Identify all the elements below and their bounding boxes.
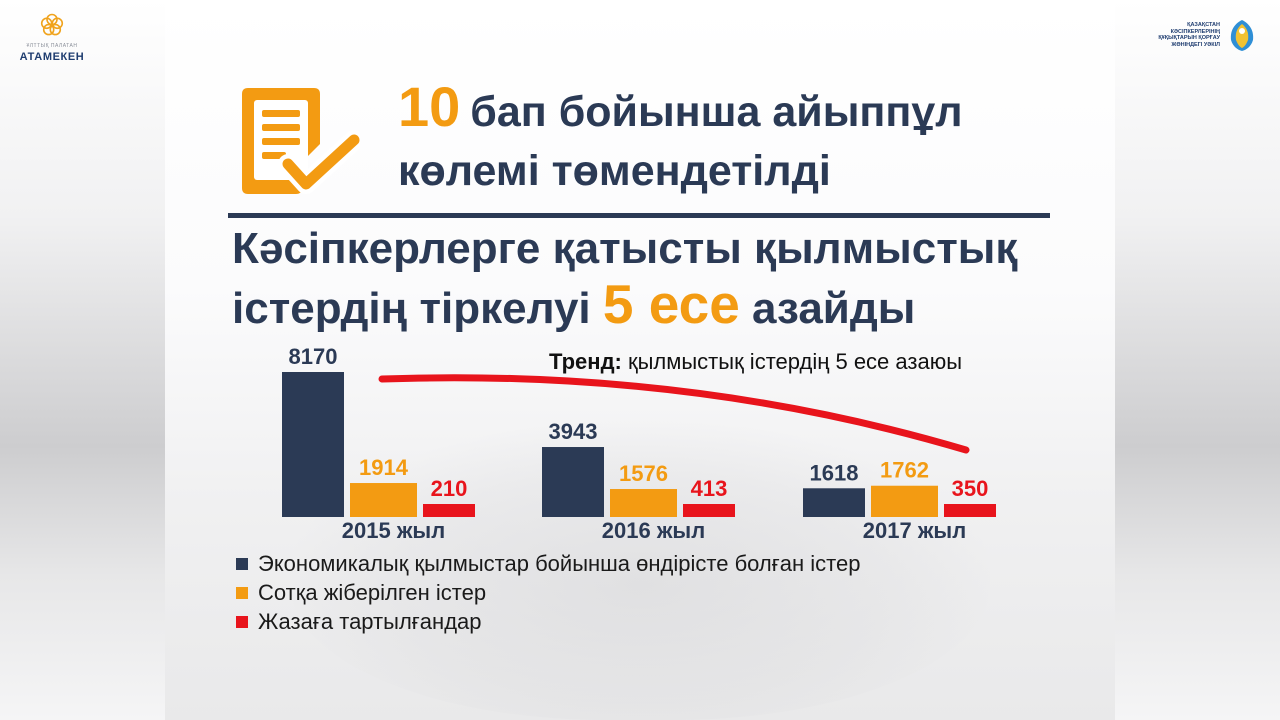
legend-label-punished: Жазаға тартылғандар	[258, 608, 482, 634]
chart-legend: Экономикалық қылмыстар бойынша өндірісте…	[236, 549, 860, 636]
data-label-economic-2: 1618	[810, 460, 859, 485]
bar-economic-1	[542, 447, 604, 517]
bar-punished-0	[423, 504, 475, 517]
title-divider	[228, 213, 1050, 218]
bar-court-0	[350, 483, 417, 517]
category-label-1: 2016 жыл	[602, 518, 705, 543]
right-background-band	[1115, 0, 1280, 720]
headline-line2-pre: істердің тіркелуі	[232, 284, 603, 333]
legend-label-economic: Экономикалық қылмыстар бойынша өндірісте…	[258, 550, 861, 576]
legend-item-court: Сотқа жіберілген істер	[236, 578, 860, 607]
data-label-court-1: 1576	[619, 461, 668, 486]
ombudsman-logo: ҚАЗАҚСТАН КӘСІПКЕРЛЕРІНІҢ ҚҰҚЫҚТАРЫН ҚОР…	[1158, 16, 1260, 56]
trend-line	[378, 374, 970, 454]
data-label-punished-2: 350	[952, 476, 989, 501]
bar-court-1	[610, 489, 677, 517]
bar-economic-0	[282, 372, 344, 517]
trend-text: қылмыстық істердің 5 есе азаюы	[621, 349, 963, 374]
headline-line1: Кәсіпкерлерге қатысты қылмыстық	[232, 224, 1018, 273]
headline-line2: істердің тіркелуі 5 есе азайды	[232, 272, 915, 336]
atameken-logo: ҰЛТТЫҚ ПАЛАТАН АТАМЕКЕН	[16, 12, 88, 63]
emblem-watermark	[290, 420, 990, 720]
data-label-punished-0: 210	[431, 476, 468, 501]
atameken-name: АТАМЕКЕН	[19, 51, 85, 63]
legend-label-court: Сотқа жіберілген істер	[258, 579, 487, 605]
ombudsman-logo-text: ҚАЗАҚСТАН КӘСІПКЕРЛЕРІНІҢ ҚҰҚЫҚТАРЫН ҚОР…	[1158, 22, 1220, 48]
content-panel	[165, 0, 1115, 720]
page-title-line1: 10 бап бойынша айыппұл	[398, 74, 963, 139]
category-label-0: 2015 жыл	[342, 518, 445, 543]
legend-swatch-economic	[236, 557, 248, 570]
headline-line2-post: азайды	[739, 284, 916, 333]
legend-item-economic: Экономикалық қылмыстар бойынша өндірісте…	[236, 549, 860, 578]
legend-swatch-punished	[236, 615, 248, 628]
title-line1-text: бап бойынша айыппұл	[470, 88, 963, 136]
bar-economic-2	[803, 488, 865, 517]
trend-label: Тренд:	[549, 349, 622, 374]
document-checklist-icon	[242, 88, 360, 194]
atameken-subtitle: ҰЛТТЫҚ ПАЛАТАН	[26, 43, 78, 49]
title-number: 10	[398, 75, 461, 138]
bar-punished-1	[683, 504, 735, 517]
category-label-2: 2017 жыл	[863, 518, 966, 543]
data-label-court-0: 1914	[359, 455, 409, 480]
page-title-line2: көлемі төмендетілді	[398, 147, 831, 195]
headline-highlight: 5 есе	[602, 273, 740, 335]
bar-punished-2	[944, 504, 996, 517]
data-label-economic-0: 8170	[289, 344, 338, 369]
left-background-band	[0, 0, 165, 720]
ombudsman-emblem-icon	[1230, 20, 1254, 51]
legend-item-punished: Жазаға тартылғандар	[236, 607, 860, 636]
data-label-punished-1: 413	[691, 476, 728, 501]
data-label-court-2: 1762	[880, 458, 929, 483]
legend-swatch-court	[236, 586, 248, 599]
bar-court-2	[871, 485, 938, 517]
atameken-flower-icon	[40, 13, 64, 36]
data-label-economic-1: 3943	[549, 419, 598, 444]
trend-annotation: Тренд: қылмыстық істердің 5 есе азаюы	[549, 349, 962, 375]
